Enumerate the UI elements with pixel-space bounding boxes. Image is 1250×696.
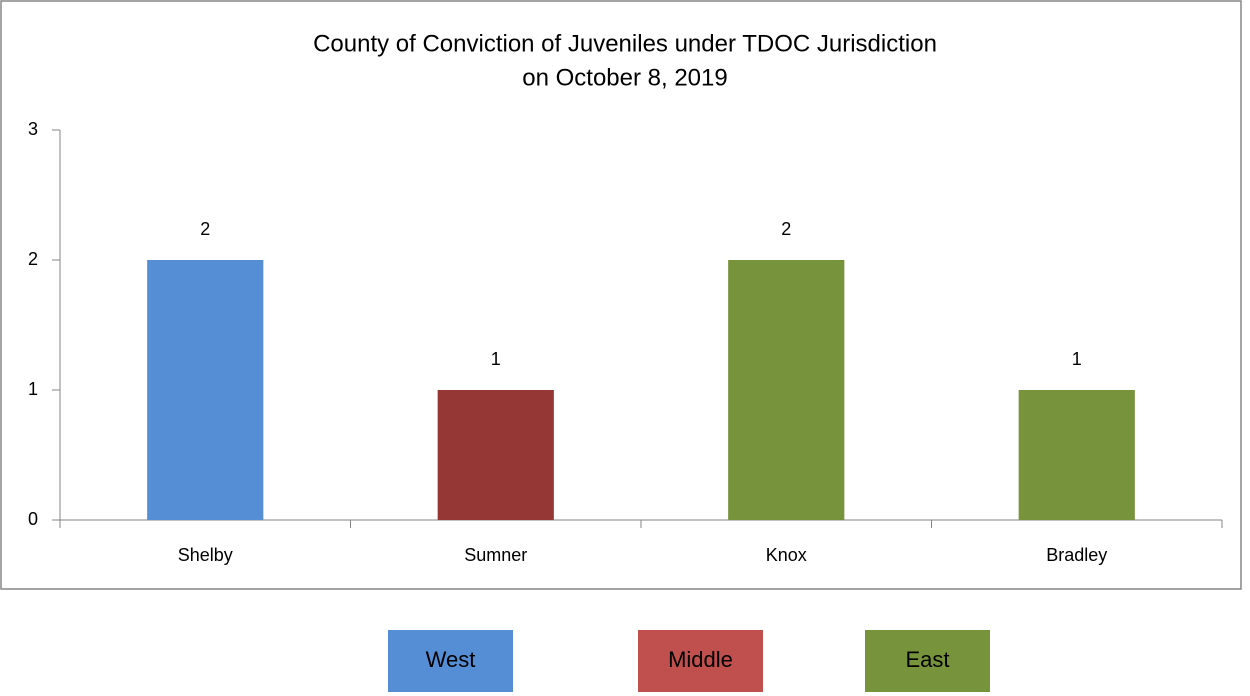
x-tick-label: Sumner [464, 545, 527, 565]
bar [1018, 390, 1135, 520]
legend-label: Middle [668, 647, 733, 672]
x-tick-label: Bradley [1046, 545, 1107, 565]
data-label: 2 [781, 219, 791, 239]
bar [728, 260, 845, 520]
legend-label: East [905, 647, 949, 672]
legend-swatch [388, 630, 513, 692]
bar [437, 390, 554, 520]
chart-title: County of Conviction of Juveniles under … [313, 30, 937, 57]
y-tick-label: 3 [28, 119, 38, 139]
x-tick-label: Knox [766, 545, 807, 565]
data-label: 1 [491, 349, 501, 369]
legend-swatch [865, 630, 990, 692]
x-tick-label: Shelby [178, 545, 233, 565]
y-tick-label: 1 [28, 379, 38, 399]
chart-title: on October 8, 2019 [522, 64, 727, 91]
bar [147, 260, 264, 520]
chart-border [0, 0, 1242, 590]
y-tick-label: 0 [28, 509, 38, 529]
data-label: 2 [200, 219, 210, 239]
data-label: 1 [1072, 349, 1082, 369]
legend-label: West [426, 647, 476, 672]
y-tick-label: 2 [28, 249, 38, 269]
legend-swatch [638, 630, 763, 692]
